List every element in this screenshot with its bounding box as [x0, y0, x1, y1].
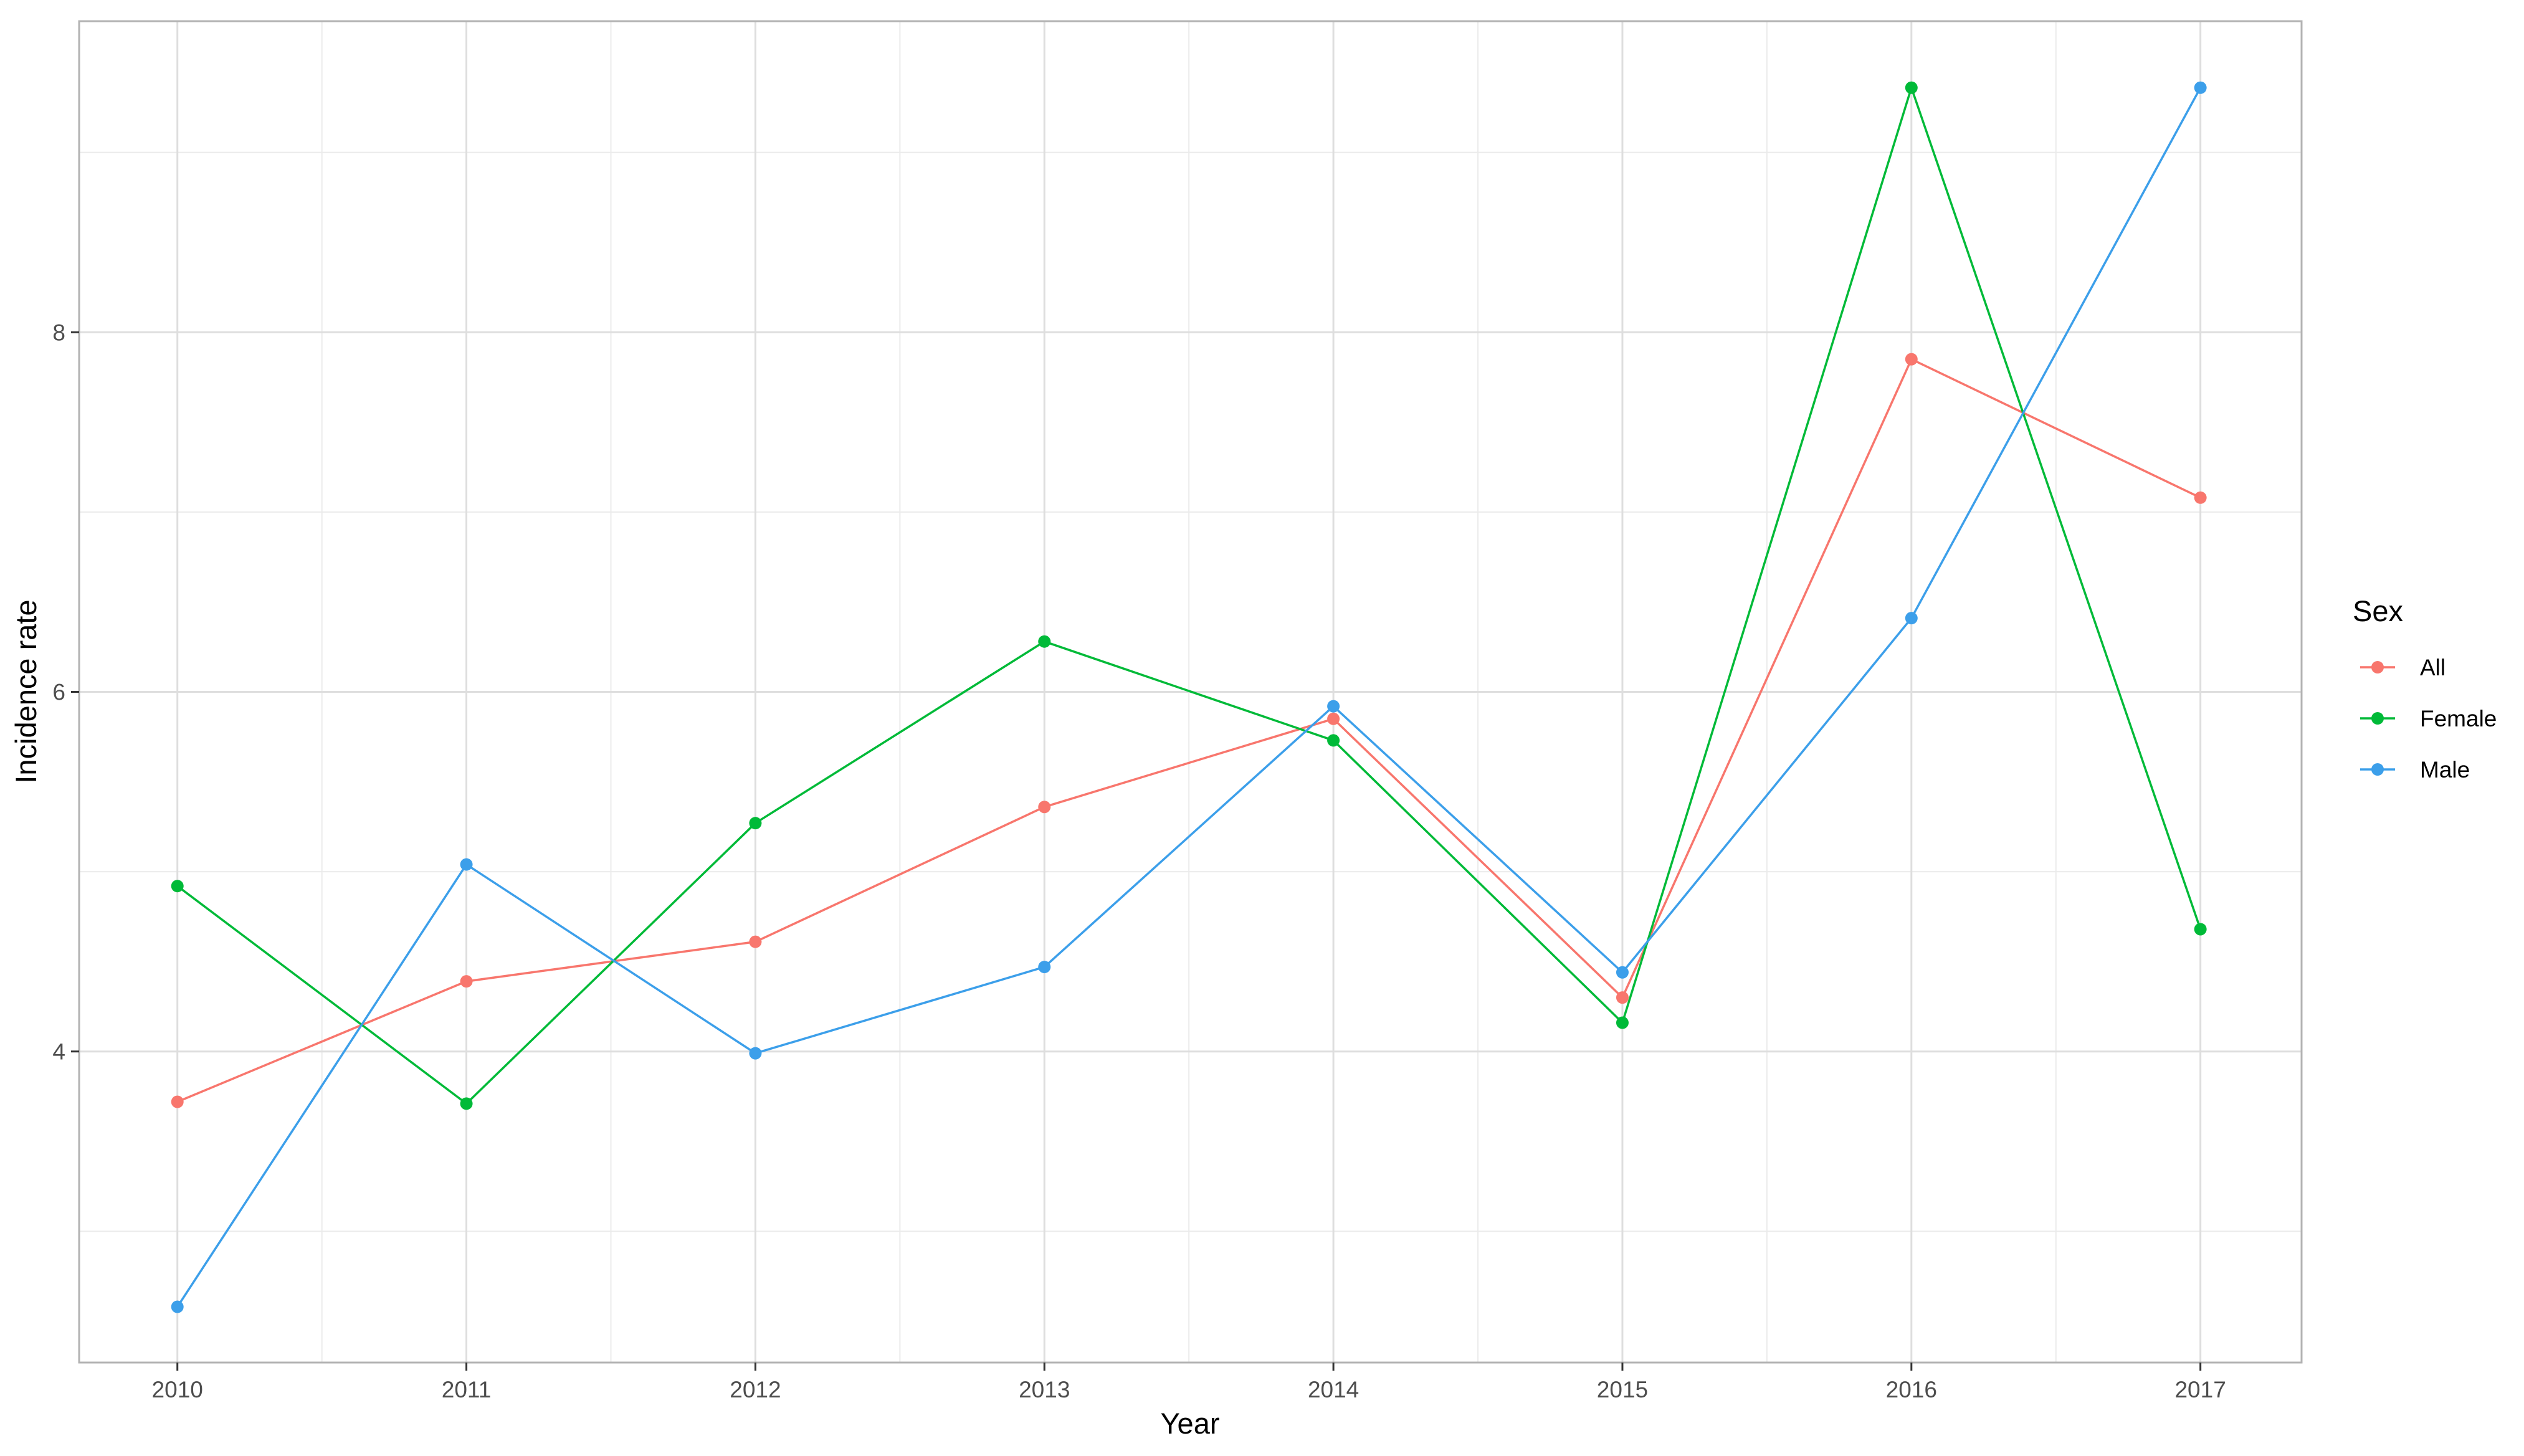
legend-key-point-all	[2371, 661, 2384, 673]
y-tick-label: 4	[52, 1039, 65, 1065]
x-tick-label: 2013	[1019, 1377, 1070, 1402]
y-axis: 4 6 8	[52, 320, 79, 1065]
x-axis-title: Year	[1161, 1407, 1220, 1440]
data-point-male	[1905, 612, 1918, 625]
series-points	[171, 81, 2207, 1313]
legend-key-point-female	[2371, 712, 2384, 725]
y-tick-label: 6	[52, 680, 65, 705]
data-point-female	[171, 880, 184, 893]
data-point-male	[171, 1300, 184, 1313]
legend: Sex All Female Male	[2353, 594, 2497, 783]
data-point-female	[460, 1097, 473, 1110]
data-point-male	[460, 858, 473, 871]
data-point-all	[749, 935, 762, 948]
legend-label-female: Female	[2420, 706, 2497, 731]
x-tick-label: 2017	[2174, 1377, 2226, 1402]
series-line-male	[176, 87, 2202, 1308]
x-tick-label: 2015	[1597, 1377, 1648, 1402]
data-point-all	[1905, 353, 1918, 366]
x-tick-label: 2014	[1308, 1377, 1359, 1402]
data-point-male	[2194, 81, 2207, 94]
x-tick-label: 2010	[152, 1377, 203, 1402]
data-point-all	[460, 975, 473, 988]
x-tick-label: 2012	[730, 1377, 781, 1402]
data-point-male	[1327, 700, 1340, 713]
y-tick-label: 8	[52, 320, 65, 345]
data-point-all	[171, 1095, 184, 1108]
data-point-male	[1616, 966, 1629, 979]
data-point-all	[1038, 801, 1051, 814]
data-point-female	[1905, 81, 1918, 94]
data-point-all	[1327, 712, 1340, 725]
legend-key-point-male	[2371, 763, 2384, 776]
series-lines	[176, 87, 2202, 1308]
data-point-female	[1327, 734, 1340, 747]
x-axis: 2010 2011 2012 2013 2014 2015 2016 2017	[152, 1363, 2226, 1402]
major-gridlines	[79, 21, 2302, 1363]
data-point-all	[1616, 991, 1629, 1004]
data-point-all	[2194, 491, 2207, 504]
data-point-male	[749, 1047, 762, 1060]
data-point-female	[1616, 1016, 1629, 1029]
data-point-female	[1038, 635, 1051, 648]
data-point-female	[749, 817, 762, 830]
x-tick-label: 2011	[442, 1377, 492, 1402]
data-point-female	[2194, 923, 2207, 936]
series-line-all	[177, 358, 2201, 1103]
legend-label-all: All	[2420, 655, 2445, 680]
x-tick-label: 2016	[1886, 1377, 1937, 1402]
series-line-female	[176, 87, 2202, 1105]
legend-title: Sex	[2353, 594, 2403, 627]
legend-label-male: Male	[2420, 757, 2470, 783]
y-axis-title: Incidence rate	[9, 599, 42, 783]
data-point-male	[1038, 961, 1051, 974]
